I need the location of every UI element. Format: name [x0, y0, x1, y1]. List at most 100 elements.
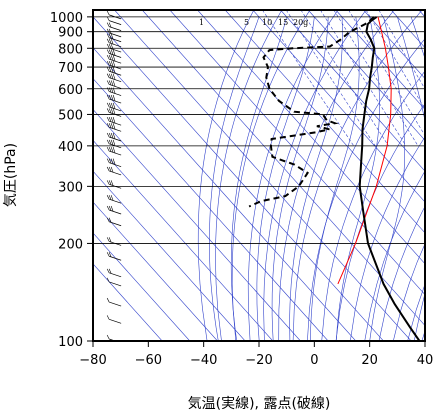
wind-barb-flag [106, 205, 110, 211]
isotherm-line [93, 47, 357, 341]
isotherm-line [93, 232, 191, 341]
wind-barb-flag [106, 166, 110, 172]
wind-barb-flag [112, 102, 116, 110]
isotherm-line [93, 201, 218, 341]
wind-barb-flag [108, 102, 112, 108]
wind-barb-flag [106, 123, 110, 128]
isotherm-line [93, 170, 246, 341]
wind-barb-flag [106, 33, 110, 38]
wind-barb-flag [112, 80, 116, 87]
x-tick-label: 0 [310, 353, 318, 368]
isotherm-line [93, 263, 163, 341]
isotherm-line [280, 10, 425, 172]
y-axis-title: 気圧(hPa) [3, 143, 19, 207]
wind-barb-flag [108, 117, 112, 122]
wind-barb-flag [110, 146, 114, 153]
wind-barb-flag [108, 268, 112, 274]
isotherm-line [363, 10, 425, 80]
dry-adiabat-line [421, 329, 425, 341]
y-tick-label: 100 [58, 335, 83, 350]
wind-barb [109, 281, 122, 287]
isotherm-line [197, 10, 425, 265]
wind-barb-flag [110, 117, 114, 123]
dry-adiabat-line [231, 10, 311, 341]
moist-adiabat-line [410, 16, 425, 60]
wind-barb-flag [110, 94, 114, 101]
dry-adiabat-line [364, 170, 425, 341]
wind-barb-flag [106, 268, 110, 273]
wind-barb-flag [108, 33, 112, 39]
wind-barb-flag [108, 60, 112, 66]
wind-barb-flag [112, 132, 116, 140]
isotherm-line [390, 10, 425, 49]
wind-barb-flag [106, 43, 110, 49]
x-tick-label: −60 [135, 353, 162, 368]
wind-barb-flag [108, 217, 112, 223]
isotherm-line [307, 10, 425, 141]
wind-barb-flag [106, 94, 110, 100]
wind-barb-flag [108, 55, 112, 60]
wind-barb-flag [108, 80, 112, 86]
y-tick-label: 600 [58, 83, 83, 98]
wind-barb-flag [106, 60, 110, 66]
wind-barb-flag [106, 16, 110, 21]
wind-barb-flag [108, 139, 112, 145]
wind-barb-flag [106, 38, 110, 43]
dry-adiabat-line [278, 10, 395, 341]
wind-barb-flag [112, 139, 116, 147]
moist-adiabat-line [256, 16, 315, 341]
wind-barb-flag [110, 33, 114, 40]
moist-adiabat-line [209, 16, 260, 341]
wind-barb-flag [106, 117, 110, 122]
wind-barb-flag [108, 38, 112, 44]
isotherm-line [335, 10, 425, 110]
moist-adiabat-line [397, 16, 425, 341]
isotherm-line [114, 10, 412, 341]
x-tick-label: 20 [361, 353, 378, 368]
wind-barb-flag [106, 10, 110, 16]
wind-barb-flag [106, 67, 110, 72]
x-axis-title: 気温(実線), 露点(破線) [188, 396, 331, 412]
dewpoint-line [248, 16, 375, 208]
wind-barb-flag [110, 55, 114, 61]
wind-barb-flag [112, 87, 116, 94]
wind-barb-flag [106, 108, 110, 113]
wind-barb-flag [106, 252, 110, 257]
wind-barb-flag [110, 158, 114, 165]
wind-barb-flag [106, 237, 110, 242]
parcel-line [337, 16, 392, 285]
wind-barb-flag [110, 38, 114, 45]
wind-barb-flag [112, 158, 116, 165]
wind-barb-flag [110, 60, 114, 67]
dry-adiabat-line [307, 38, 425, 341]
y-tick-label: 700 [58, 61, 83, 76]
mixing-ratio-label: 10 [262, 18, 272, 27]
moist-adiabat-line [289, 16, 343, 341]
wind-barb-flag [108, 158, 112, 164]
wind-barb-flag [108, 73, 112, 79]
wind-barb-flag [106, 195, 110, 200]
wind-barb-flag [108, 166, 112, 172]
wind-barb-flag [108, 237, 112, 243]
wind-barb-flag [112, 117, 116, 124]
mixing-ratio-line [348, 10, 425, 137]
wind-barb-flag [106, 80, 110, 85]
wind-barb-flag [112, 55, 116, 62]
x-tick-label: 40 [417, 353, 434, 368]
wind-barb [109, 318, 122, 324]
dry-adiabat-line [407, 283, 425, 341]
wind-barb-flag [110, 80, 114, 86]
guide-lines [93, 10, 425, 341]
moist-adiabat-line [230, 16, 287, 341]
wind-barb [109, 20, 122, 25]
y-tick-label: 200 [58, 237, 83, 252]
dry-adiabat-line [247, 10, 339, 341]
wind-barb-flag [108, 87, 112, 93]
wind-barb-flag [112, 67, 116, 74]
moist-adiabat-line [310, 16, 360, 341]
isotherm-line [93, 16, 384, 341]
wind-barb-flag [108, 123, 112, 129]
wind-barb-flag [112, 94, 116, 102]
profiles [248, 16, 421, 341]
